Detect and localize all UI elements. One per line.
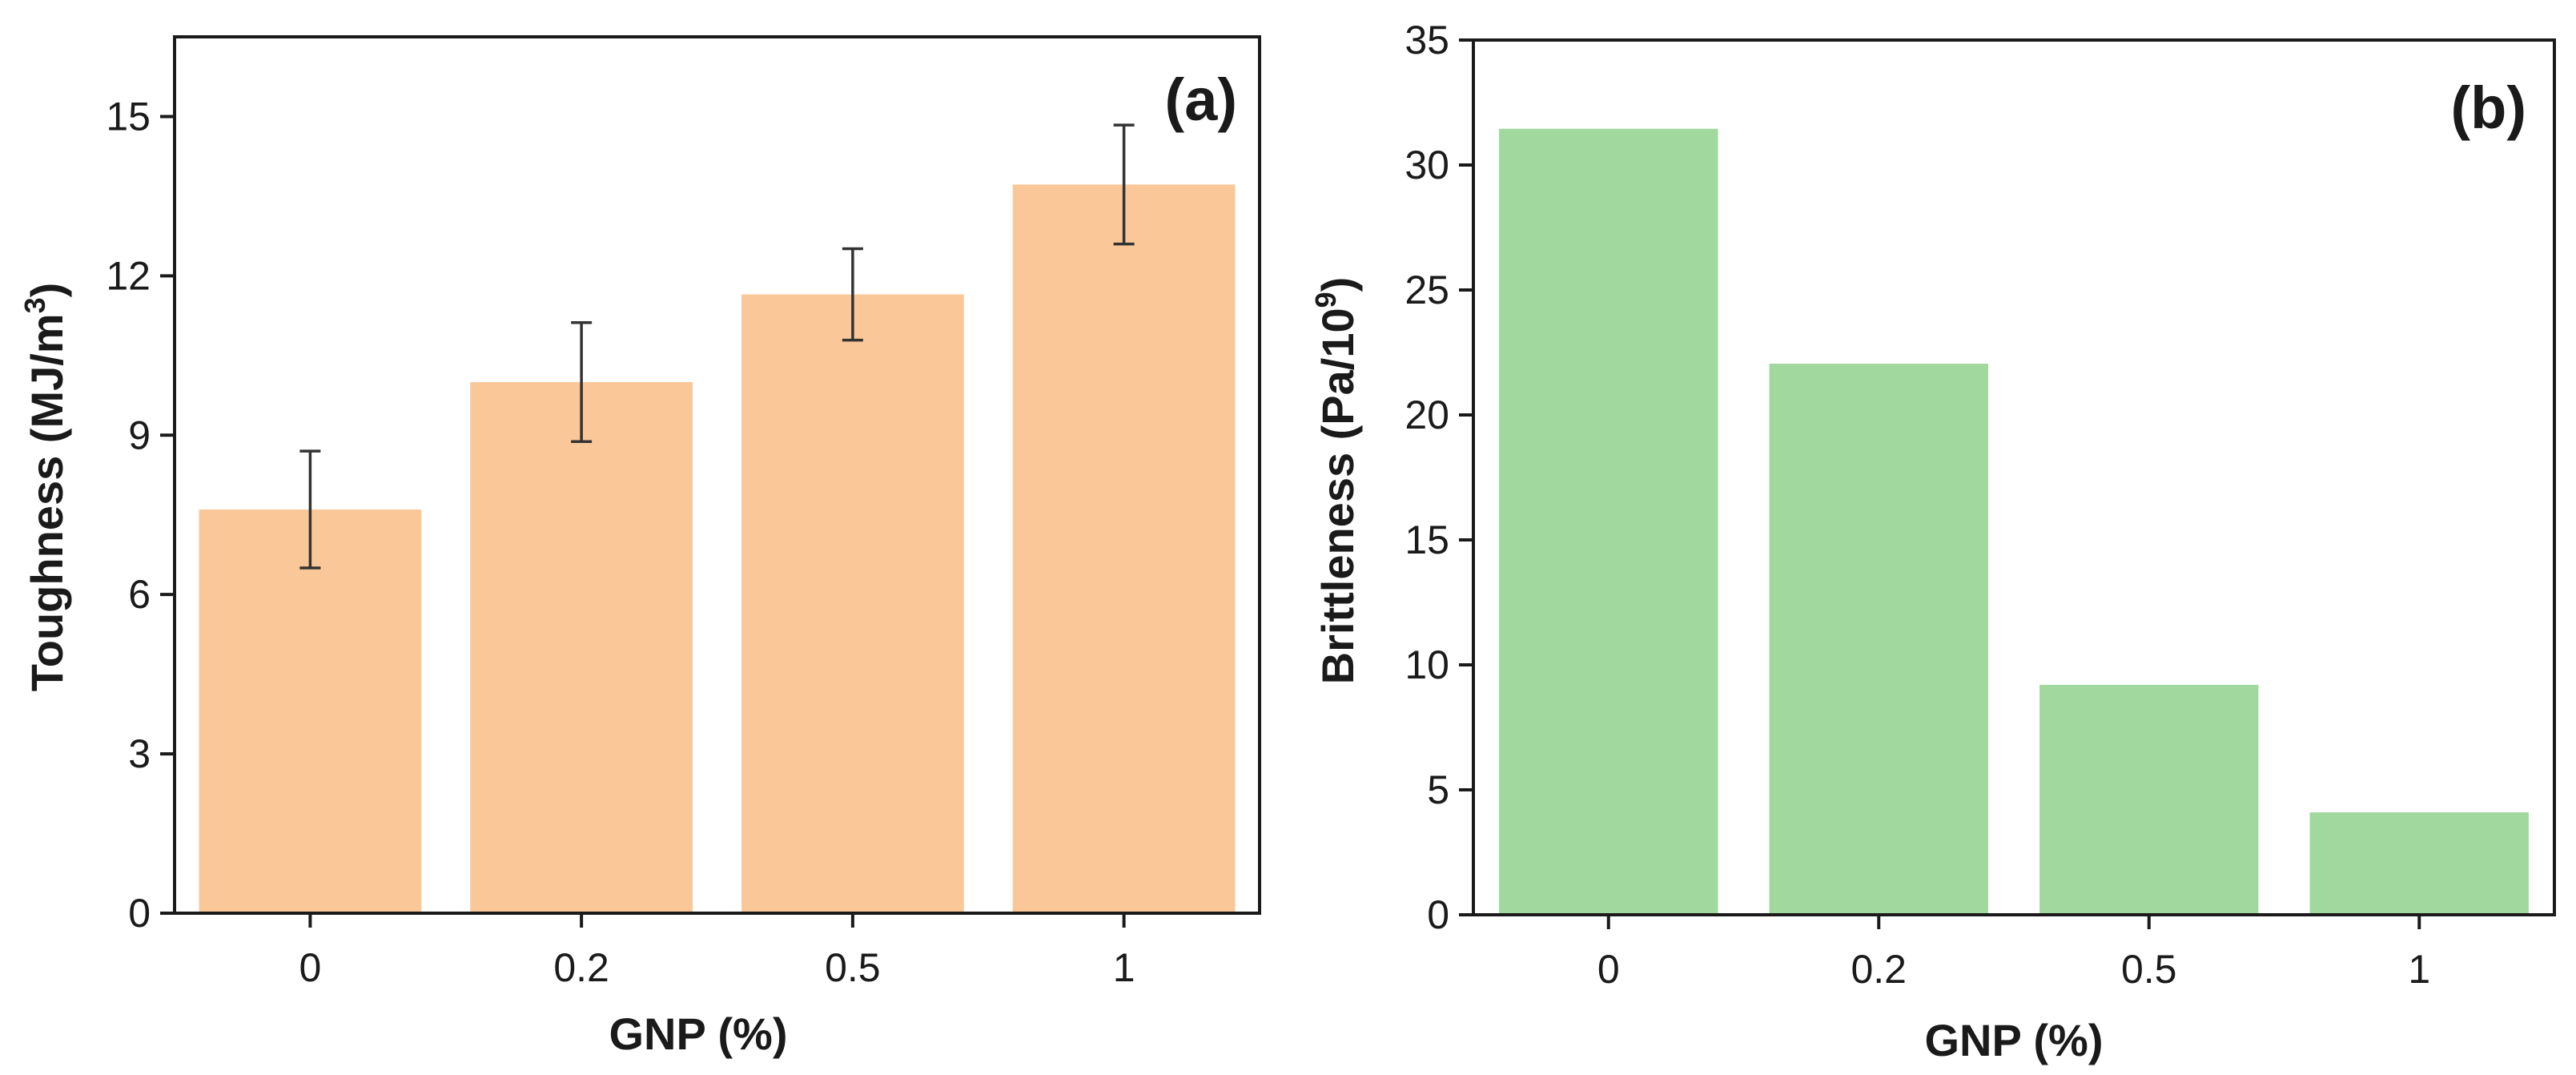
panel-a-axes: 0 0.2 0.5 1 0 3 6 9 12 15 bbox=[106, 35, 1261, 990]
panel-b-x-axis-title: GNP (%) bbox=[1925, 1015, 2104, 1065]
y-tick-label: 9 bbox=[128, 413, 151, 457]
panel-b-bars bbox=[1499, 128, 2529, 915]
x-tick-label: 0.2 bbox=[1851, 947, 1907, 992]
panel-b-label: (b) bbox=[2451, 74, 2527, 141]
panel-a-label: (a) bbox=[1165, 66, 1237, 133]
y-tick-label: 3 bbox=[128, 731, 151, 776]
panel-a-y-axis-title-end: ) bbox=[22, 283, 72, 298]
bar-1 bbox=[2309, 812, 2529, 915]
y-tick-label: 6 bbox=[128, 572, 151, 617]
x-tick-label: 1 bbox=[2408, 947, 2430, 992]
panel-b-y-axis-title-main: Brittleness (Pa/10 bbox=[1312, 308, 1363, 684]
x-tick-label: 0.5 bbox=[825, 945, 881, 990]
x-tick-label: 0 bbox=[1597, 947, 1620, 992]
plot-frame bbox=[173, 35, 1261, 915]
x-tick-label: 0.5 bbox=[2121, 947, 2177, 992]
y-tick-label: 10 bbox=[1405, 642, 1449, 687]
y-tick-label: 20 bbox=[1405, 393, 1449, 437]
panel-a-y-axis-title-sup: 3 bbox=[18, 297, 51, 313]
bar-0.5 bbox=[741, 294, 964, 913]
panel-a-y-axis-title: Toughness (MJ/m3) bbox=[18, 283, 72, 692]
bar-0 bbox=[199, 509, 422, 913]
y-tick-label: 12 bbox=[106, 253, 151, 298]
panel-b-y-axis-title: Brittleness (Pa/109) bbox=[1309, 277, 1363, 685]
panel-a-bars bbox=[199, 184, 1236, 914]
error-bar-1 bbox=[1113, 123, 1135, 246]
panel-a-y-axis-title-main: Toughness (MJ/m bbox=[22, 313, 72, 691]
panel-a-toughness-chart: 0 0.2 0.5 1 0 3 6 9 12 15 (a) GNP (%) Toughness (… bbox=[18, 35, 1261, 1059]
y-tick-label: 5 bbox=[1427, 767, 1449, 812]
error-bar-0.5 bbox=[842, 247, 863, 342]
panel-b-y-axis-title-sup: 9 bbox=[1309, 292, 1342, 308]
bar-0.5 bbox=[2040, 684, 2259, 915]
bar-0.2 bbox=[1769, 364, 1988, 915]
panel-a-x-axis-title: GNP (%) bbox=[609, 1009, 788, 1059]
y-tick-label: 0 bbox=[128, 891, 151, 936]
panel-b-y-axis-title-end: ) bbox=[1312, 277, 1363, 292]
x-tick-label: 0 bbox=[299, 945, 321, 990]
bar-0 bbox=[1499, 128, 1718, 915]
y-tick-label: 0 bbox=[1427, 892, 1449, 937]
panel-a-error-bars bbox=[299, 123, 1135, 570]
x-tick-label: 1 bbox=[1113, 945, 1135, 990]
y-tick-label: 30 bbox=[1405, 143, 1449, 187]
plot-frame bbox=[1472, 38, 2556, 916]
y-tick-label: 15 bbox=[106, 94, 151, 139]
y-tick-label: 15 bbox=[1405, 517, 1449, 562]
bar-1 bbox=[1012, 184, 1236, 914]
x-tick-label: 0.2 bbox=[553, 945, 609, 990]
y-tick-label: 35 bbox=[1405, 18, 1449, 62]
error-bar-0 bbox=[299, 449, 321, 570]
y-tick-label: 25 bbox=[1405, 268, 1449, 312]
bar-0.2 bbox=[470, 381, 693, 913]
error-bar-0.2 bbox=[571, 320, 593, 443]
